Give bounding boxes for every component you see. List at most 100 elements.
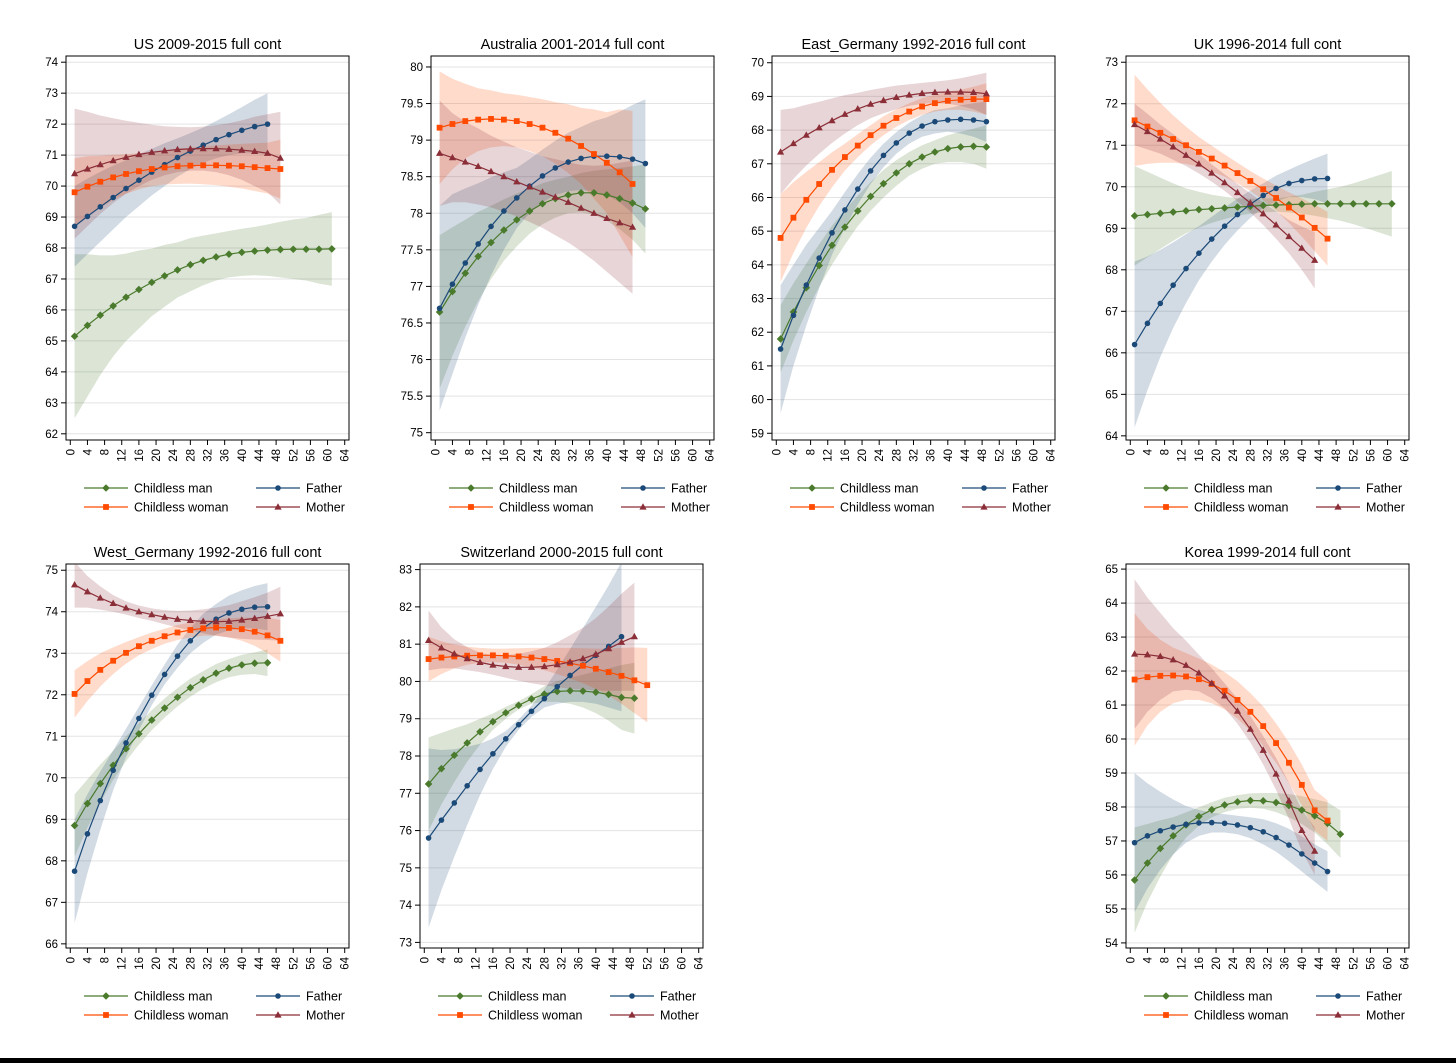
data-point-childless_woman [1260,186,1267,193]
x-tick-label: 64 [340,956,352,969]
legend-marker-father [275,485,281,491]
data-point-childless_woman [148,637,155,644]
legend-item-childless_woman: Childless woman [1144,501,1289,515]
y-tick-label: 70 [45,773,58,785]
data-point-childless_man [603,191,611,199]
legend-item-father: Father [962,482,1048,496]
legend-item-childless_woman: Childless woman [790,501,935,515]
x-tick-label: 20 [151,449,163,462]
data-point-mother [238,146,246,153]
legend-label: Childless woman [840,501,935,515]
data-point-childless_woman [488,116,494,122]
data-point-childless_man [1156,209,1165,218]
confidence-band-childless_man [428,662,635,831]
data-point-childless_man [199,676,208,684]
data-point-mother [96,160,104,168]
data-point-father [84,213,91,220]
data-point-mother [603,214,611,221]
data-point-childless_woman [97,178,104,185]
data-point-father [1324,868,1331,875]
data-point-mother [815,123,823,131]
x-tick-label: 20 [857,449,869,462]
data-point-mother [70,580,79,588]
data-point-childless_woman [1324,817,1331,824]
data-point-mother [199,144,207,152]
data-point-father [490,750,496,757]
y-tick-label: 70 [751,58,764,70]
data-point-childless_man [590,188,598,197]
y-tick-label: 68 [751,125,764,137]
data-point-father [1157,827,1164,834]
data-point-father [1234,822,1241,828]
data-point-childless_woman [462,118,469,124]
data-point-childless_man [879,179,888,188]
legend-marker-father [629,993,635,999]
x-tick-label: 8 [1160,957,1172,963]
data-point-mother [474,162,482,170]
x-tick-label: 52 [288,449,300,462]
confidence-bands [1134,579,1341,933]
x-tick-label: 16 [488,957,500,970]
data-point-mother [135,150,143,158]
data-point-father [136,177,142,183]
data-point-childless_woman [1247,178,1254,184]
data-point-childless_man [553,687,562,696]
data-point-childless_woman [213,624,219,631]
data-point-father [1144,320,1151,327]
x-tick-label: 36 [1280,957,1292,970]
data-point-mother [463,654,471,662]
data-point-childless_woman [644,682,651,689]
x-tick-label: 4 [436,956,448,963]
data-point-mother [776,148,785,155]
data-point-father [629,156,636,162]
x-tick-label: 64 [1400,956,1412,969]
x-tick-label: 0 [65,957,77,963]
data-point-mother [802,131,810,138]
x-tick-label: 32 [1263,957,1275,970]
legend-label: Mother [671,501,710,515]
data-point-mother [109,156,117,164]
chart-title: UK 1996-2014 full cont [1194,37,1342,53]
data-point-childless_man [918,153,926,161]
data-point-childless_man [538,199,547,208]
y-tick-label: 75 [45,565,58,577]
x-tick-label: 56 [305,957,317,970]
legend-label: Childless woman [488,1009,583,1023]
data-point-mother [276,610,284,617]
legend-label: Father [671,482,707,496]
legend-item-father: Father [256,482,342,496]
x-tick-label: 60 [1383,449,1395,462]
y-tick-label: 63 [751,294,764,306]
data-point-childless_woman [500,116,507,123]
x-tick-label: 0 [771,449,783,455]
data-point-childless_man [83,321,92,330]
y-tick-label: 80 [410,62,423,74]
data-point-mother [251,614,259,621]
data-point-childless_man [448,287,457,296]
data-point-childless_man [302,245,310,254]
data-point-childless_man [487,238,495,247]
y-tick-label: 62 [45,429,58,441]
data-point-childless_woman [829,166,835,173]
x-tick-label: 8 [100,957,112,963]
data-point-childless_woman [906,108,913,115]
data-point-mother [1208,679,1216,686]
data-point-childless_man [905,159,914,168]
data-point-father [123,740,129,746]
data-point-mother [1143,650,1152,658]
data-point-childless_man [424,780,433,788]
data-point-childless_man [1310,199,1319,208]
data-point-childless_woman [629,181,636,187]
data-point-mother [148,610,156,618]
data-point-father [1208,236,1215,242]
legend-item-mother: Mother [962,501,1051,515]
x-tick-label: 24 [168,956,180,969]
x-tick-label: 44 [1314,956,1326,969]
data-point-father [1183,821,1189,828]
y-tick-label: 75 [399,863,412,875]
y-tick-label: 74 [399,900,412,912]
x-tick-label: 64 [1046,448,1058,461]
x-tick-label: 4 [1142,448,1154,455]
data-point-mother [487,167,495,175]
data-point-father [616,154,623,160]
